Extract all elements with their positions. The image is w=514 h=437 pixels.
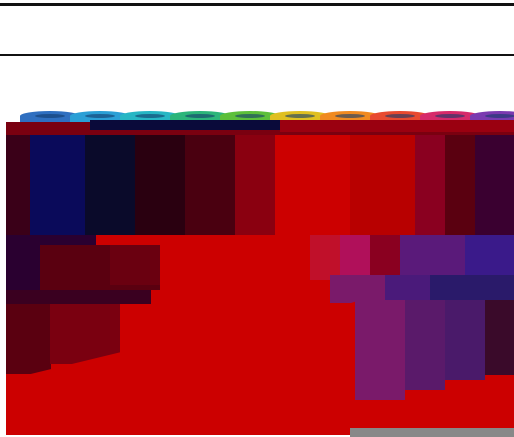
glitch-block	[90, 120, 290, 130]
cylinder-hole	[35, 114, 65, 118]
cylinder-hole	[385, 114, 415, 118]
glitch-block	[185, 135, 235, 235]
glitch-block	[445, 135, 475, 235]
glitch-block	[6, 300, 360, 435]
glitch-block	[485, 300, 514, 375]
glitch-block	[235, 135, 275, 235]
glitch-block	[445, 300, 485, 380]
top-rule	[0, 3, 514, 6]
glitch-block	[6, 135, 31, 235]
second-rule	[0, 54, 514, 56]
glitch-block	[135, 135, 185, 235]
glitch-block	[275, 135, 350, 235]
glitch-block	[350, 428, 514, 437]
glitch-block	[405, 300, 445, 390]
glitch-block	[355, 300, 405, 400]
cylinder-hole	[185, 114, 215, 118]
glitch-block	[110, 245, 160, 285]
cylinder-hole	[335, 114, 365, 118]
cylinder-hole	[135, 114, 165, 118]
glitch-block	[430, 275, 514, 303]
glitch-block	[465, 235, 514, 275]
cylinder-hole	[485, 114, 514, 118]
glitch-block	[385, 275, 430, 303]
glitch-block	[475, 135, 514, 235]
glitch-block	[350, 135, 415, 235]
glitch-block	[50, 304, 120, 364]
glitch-block	[310, 235, 340, 280]
glitch-block	[400, 235, 465, 275]
glitch-block	[6, 304, 51, 374]
cylinder-hole	[85, 114, 115, 118]
cylinder-hole	[285, 114, 315, 118]
glitch-block	[370, 235, 400, 275]
glitch-block	[6, 290, 151, 304]
glitch-block	[280, 120, 514, 132]
glitch-block	[330, 275, 385, 303]
cylinder-hole	[235, 114, 265, 118]
glitch-block	[30, 135, 85, 235]
glitch-block	[85, 135, 135, 235]
glitch-block	[415, 135, 445, 235]
glitch-block	[340, 235, 370, 275]
cylinder-hole	[435, 114, 465, 118]
glitch-block	[160, 240, 310, 295]
glitch-blocks	[6, 120, 514, 437]
